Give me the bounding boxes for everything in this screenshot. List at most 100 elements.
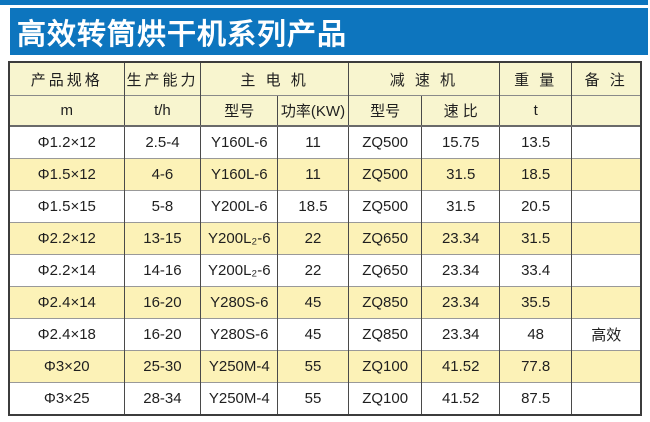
cell-capacity: 25-30 [123,349,201,382]
cell-speed-ratio: 41.52 [421,381,500,414]
cell-speed-ratio: 23.34 [421,253,500,286]
cell-motor-power: 11 [277,125,349,158]
cell-remark [571,285,640,318]
col-header-reducer: 减 速 机 [347,63,500,96]
cell-motor-power: 18.5 [277,189,349,222]
cell-motor-model: Y200L₂-6 [200,253,278,286]
cell-remark [571,253,640,286]
cell-motor-model: Y250M-4 [200,349,278,382]
spec-table: 产品规格 生产能力 主 电 机 减 速 机 重 量 备 注 m t/h 型号 功… [10,63,640,414]
cell-motor-power: 45 [277,285,349,318]
cell-reducer-model: ZQ100 [347,349,422,382]
title-banner: 高效转筒烘干机系列产品 [10,8,648,55]
col-subheader-weight-unit: t [498,95,572,126]
col-subheader-capacity-unit: t/h [123,95,201,126]
cell-capacity: 4-6 [123,157,201,190]
cell-motor-power: 55 [277,349,349,382]
cell-remark [571,189,640,222]
cell-motor-model: Y160L-6 [200,157,278,190]
cell-spec: Φ1.5×15 [10,189,125,222]
cell-weight: 48 [498,317,572,350]
header-row-units: m t/h 型号 功率(KW) 型号 速 比 t [10,95,640,126]
table-row: Φ1.2×12 2.5-4 Y160L-6 11 ZQ500 15.75 13.5 [10,125,640,158]
table-row: Φ2.2×12 13-15 Y200L₂-6 22 ZQ650 23.34 31.5 [10,221,640,254]
table-row: Φ3×20 25-30 Y250M-4 55 ZQ100 41.52 77.8 [10,349,640,382]
cell-capacity: 13-15 [123,221,201,254]
cell-speed-ratio: 23.34 [421,285,500,318]
cell-reducer-model: ZQ500 [347,157,422,190]
cell-weight: 35.5 [498,285,572,318]
cell-speed-ratio: 15.75 [421,125,500,158]
cell-capacity: 16-20 [123,317,201,350]
cell-capacity: 16-20 [123,285,201,318]
cell-capacity: 14-16 [123,253,201,286]
cell-reducer-model: ZQ100 [347,381,422,414]
cell-spec: Φ2.2×14 [10,253,125,286]
col-header-main-motor: 主 电 机 [200,63,349,96]
col-subheader-remark [571,95,640,126]
cell-spec: Φ3×25 [10,381,125,414]
cell-motor-power: 22 [277,221,349,254]
cell-remark [571,125,640,158]
cell-reducer-model: ZQ500 [347,125,422,158]
cell-weight: 18.5 [498,157,572,190]
cell-speed-ratio: 23.34 [421,221,500,254]
cell-weight: 77.8 [498,349,572,382]
cell-spec: Φ2.4×18 [10,317,125,350]
cell-speed-ratio: 23.34 [421,317,500,350]
cell-reducer-model: ZQ650 [347,221,422,254]
col-subheader-reducer-model: 型号 [347,95,422,126]
cell-reducer-model: ZQ850 [347,285,422,318]
cell-reducer-model: ZQ500 [347,189,422,222]
cell-spec: Φ1.5×12 [10,157,125,190]
table-row: Φ2.4×14 16-20 Y280S-6 45 ZQ850 23.34 35.5 [10,285,640,318]
cell-remark [571,349,640,382]
cell-weight: 87.5 [498,381,572,414]
spec-table-body: Φ1.2×12 2.5-4 Y160L-6 11 ZQ500 15.75 13.5 Φ1.5×… [10,125,640,414]
col-subheader-motor-power: 功率(KW) [277,95,349,126]
cell-reducer-model: ZQ850 [347,317,422,350]
cell-motor-power: 11 [277,157,349,190]
cell-remark [571,381,640,414]
table-row: Φ1.5×15 5-8 Y200L-6 18.5 ZQ500 31.5 20.5 [10,189,640,222]
cell-weight: 31.5 [498,221,572,254]
table-row: Φ3×25 28-34 Y250M-4 55 ZQ100 41.52 87.5 [10,381,640,414]
page-title: 高效转筒烘干机系列产品 [17,18,348,51]
table-row: Φ2.4×18 16-20 Y280S-6 45 ZQ850 23.34 48 高效 [10,317,640,350]
cell-motor-model: Y160L-6 [200,125,278,158]
col-subheader-motor-model: 型号 [200,95,278,126]
cell-reducer-model: ZQ650 [347,253,422,286]
cell-capacity: 5-8 [123,189,201,222]
cell-remark [571,157,640,190]
cell-remark: 高效 [571,317,640,350]
cell-motor-model: Y280S-6 [200,317,278,350]
spec-table-header: 产品规格 生产能力 主 电 机 减 速 机 重 量 备 注 m t/h 型号 功… [10,63,640,126]
cell-weight: 13.5 [498,125,572,158]
cell-speed-ratio: 41.52 [421,349,500,382]
cell-spec: Φ3×20 [10,349,125,382]
col-subheader-spec-unit: m [10,95,125,126]
cell-spec: Φ2.2×12 [10,221,125,254]
cell-speed-ratio: 31.5 [421,189,500,222]
cell-motor-model: Y250M-4 [200,381,278,414]
cell-weight: 20.5 [498,189,572,222]
cell-capacity: 2.5-4 [123,125,201,158]
table-row: Φ1.5×12 4-6 Y160L-6 11 ZQ500 31.5 18.5 [10,157,640,190]
top-accent-strip [0,0,648,5]
col-header-remark: 备 注 [571,63,640,96]
cell-motor-model: Y200L-6 [200,189,278,222]
table-row: Φ2.2×14 14-16 Y200L₂-6 22 ZQ650 23.34 33.4 [10,253,640,286]
cell-speed-ratio: 31.5 [421,157,500,190]
cell-motor-model: Y280S-6 [200,285,278,318]
cell-remark [571,221,640,254]
cell-motor-power: 22 [277,253,349,286]
cell-motor-power: 55 [277,381,349,414]
col-subheader-speed-ratio: 速 比 [421,95,500,126]
cell-motor-model: Y200L₂-6 [200,221,278,254]
cell-capacity: 28-34 [123,381,201,414]
col-header-weight: 重 量 [498,63,572,96]
col-header-spec: 产品规格 [10,63,125,96]
col-header-capacity: 生产能力 [123,63,201,96]
cell-spec: Φ1.2×12 [10,125,125,158]
